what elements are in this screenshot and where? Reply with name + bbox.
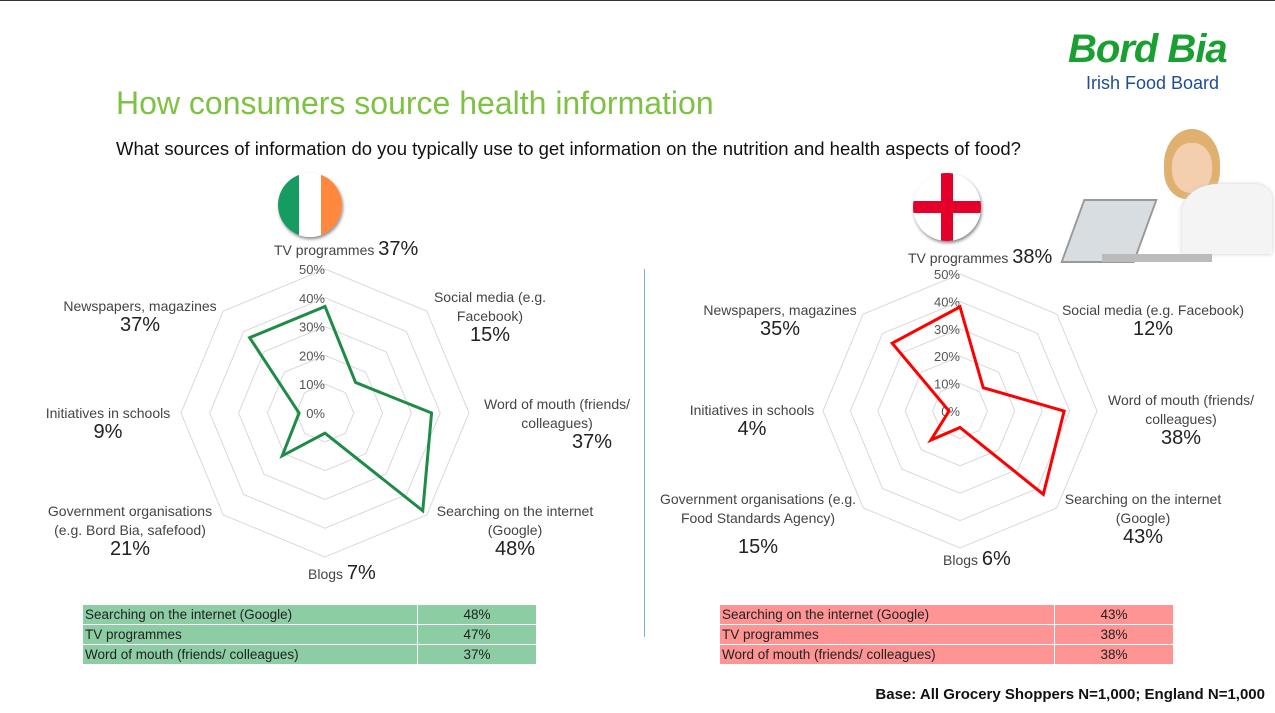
grid-ring [295,383,355,443]
label-searching-internet: Searching on the internet (Google) 48% [436,503,594,560]
series-line [247,304,434,514]
england-top3-table: Searching on the internet (Google) 43% TV… [719,604,1174,665]
label-schools-en: Initiatives in schools 4% [689,402,815,440]
table-row: TV programmes 47% [82,624,537,645]
label-blogs: Blogs 7% [308,562,376,584]
table-cell: 38% [1054,624,1174,645]
ireland-top3-table: Searching on the internet (Google) 48% TV… [82,604,537,665]
table-cell: Searching on the internet (Google) [82,604,418,625]
label-word-of-mouth: Word of mouth (friends/colleagues) 37% [483,396,631,453]
tick-label: 20% [299,348,325,363]
table-cell: 37% [417,644,537,665]
page-title: How consumers source health information [116,85,714,121]
label-word-of-mouth-en: Word of mouth (friends/colleagues) 38% [1107,392,1255,449]
tick-label: 0% [306,406,325,421]
tick-label: 10% [934,377,960,392]
england-flag [913,173,981,241]
label-schools: Initiatives in schools 9% [45,405,171,443]
tick-label: 50% [934,267,960,282]
label-government-en: Government organisations (e.g. Food Stand… [659,491,857,558]
grid-ring [238,326,412,500]
table-row: Word of mouth (friends/ colleagues) 37% [82,644,537,665]
grid-ring [904,355,1016,467]
label-government: Government organisations (e.g. Bord Bia, … [47,503,213,560]
label-tv-programmes: TV programmes 37% [274,238,419,260]
divider [644,269,645,637]
grid-ring [877,328,1043,494]
tick-label: 10% [299,377,325,392]
label-social-media-en: Social media (e.g. Facebook) 12% [1061,302,1245,340]
table-cell: Word of mouth (friends/ colleagues) [82,644,418,665]
woman-laptop-photo [1060,129,1272,269]
grid-ring [180,268,470,558]
table-cell: Word of mouth (friends/ colleagues) [719,644,1055,665]
table-row: TV programmes 38% [719,624,1174,645]
table-row: Searching on the internet (Google) 43% [719,604,1174,625]
survey-question: What sources of information do you typic… [116,138,1021,159]
table-row: Searching on the internet (Google) 48% [82,604,537,625]
label-newspapers-en: Newspapers, magazines 35% [703,302,857,340]
table-cell: 38% [1054,644,1174,665]
tick-label: 30% [299,320,325,335]
label-searching-internet-en: Searching on the internet (Google) 43% [1064,491,1222,548]
tick-label: 20% [934,349,960,364]
table-cell: 48% [417,604,537,625]
tick-label: 40% [299,291,325,306]
label-social-media: Social media (e.g. Facebook) 15% [433,289,547,346]
label-newspapers: Newspapers, magazines 37% [63,298,217,336]
table-cell: 43% [1054,604,1174,625]
label-blogs-en: Blogs 6% [943,548,1011,570]
grid-ring [209,297,441,529]
table-cell: 47% [417,624,537,645]
label-tv-programmes-en: TV programmes 38% [908,246,1053,268]
table-cell: TV programmes [719,624,1055,645]
grid-ring [266,354,384,472]
bord-bia-logo: Bord Bia [1068,27,1228,71]
grid-ring [822,273,1098,549]
tick-label: 50% [299,262,325,277]
tick-label: 40% [934,294,960,309]
base-note: Base: All Grocery Shoppers N=1,000; Engl… [875,686,1265,703]
tick-label: 30% [934,322,960,337]
table-cell: TV programmes [82,624,418,645]
ireland-flag [278,173,342,237]
logo-subtitle: Irish Food Board [1086,73,1220,93]
table-cell: Searching on the internet (Google) [719,604,1055,625]
table-row: Word of mouth (friends/ colleagues) 38% [719,644,1174,665]
grid-ring [849,300,1071,522]
